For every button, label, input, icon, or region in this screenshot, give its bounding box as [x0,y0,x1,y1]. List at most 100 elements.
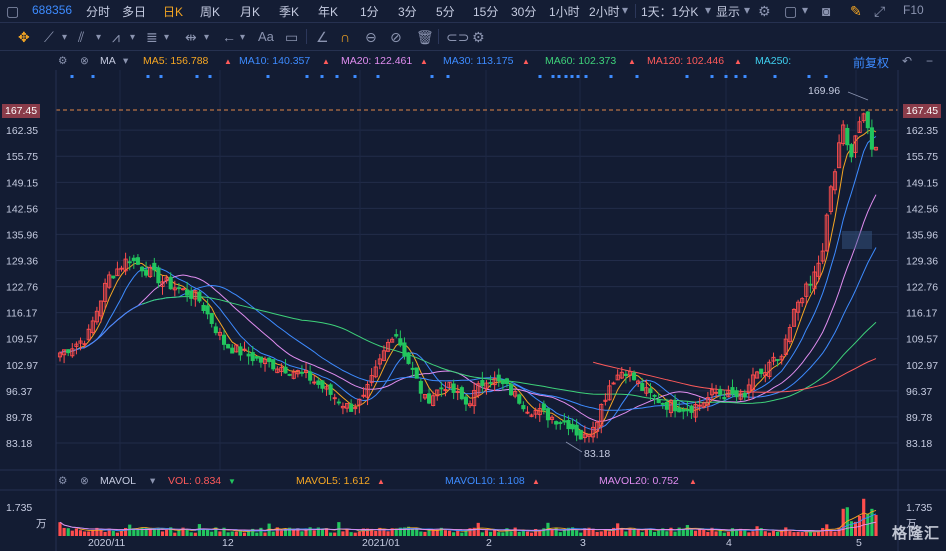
event-markers[interactable] [70,75,828,78]
period-tab-15min[interactable]: 15分 [473,5,499,19]
event-dot[interactable] [584,75,588,78]
event-dot[interactable] [376,75,380,78]
layout-chevron-icon[interactable]: ▾ [802,3,809,17]
comment-tool-icon[interactable]: ▭ [285,29,299,45]
ma-settings-gear-icon[interactable]: ⚙ [58,55,68,67]
display-menu[interactable]: 显示 [716,5,741,19]
event-dot[interactable] [159,75,163,78]
candle-body [365,384,370,398]
ma-close-icon[interactable]: ⊗ [80,55,89,67]
measure-tool-chevron-icon[interactable]: ▾ [204,32,210,43]
period-tab-1hour[interactable]: 1小时 [549,5,580,19]
event-dot[interactable] [824,75,828,78]
ma5-line [59,129,877,435]
event-dot[interactable] [146,75,150,78]
volume-bar [669,527,673,536]
event-dot[interactable] [576,75,580,78]
period-tab-daily[interactable]: 日K [163,5,184,19]
period-tab-weekly[interactable]: 周K [200,5,221,19]
layout-square-icon[interactable]: ▢ [784,3,798,19]
arrow-tool-chevron-icon[interactable]: ▾ [240,32,246,43]
tool-settings-gear-icon[interactable]: ⚙ [472,29,485,45]
range-chevron-icon[interactable]: ▾ [705,3,712,17]
candle-body [156,267,161,284]
sidebar-toggle-icon[interactable]: ▢ [6,3,20,19]
channel-tool-chevron-icon[interactable]: ▾ [96,32,102,43]
kline-chart[interactable]: 162.35 155.75 149.15 142.56 135.96 129.36 122.… [0,70,946,551]
line-tool-chevron-icon[interactable]: ▾ [62,32,68,43]
eraser-line-icon[interactable]: ∠ [316,29,329,45]
text-tool-icon[interactable]: Aa [258,29,274,44]
candle-body [127,261,132,264]
mavol-close-icon[interactable]: ⊗ [80,475,89,487]
undo-icon[interactable]: ↶ [902,54,913,68]
period-tab-fenshi[interactable]: 分时 [86,5,111,19]
low-price-marker: 83.18 [584,448,610,460]
display-chevron-icon[interactable]: ▾ [744,3,751,17]
volume-bar [837,527,841,536]
event-dot[interactable] [430,75,434,78]
ma-chevron-icon[interactable]: ▾ [123,55,129,67]
mavol-chevron-icon[interactable]: ▾ [150,475,156,487]
event-dot[interactable] [557,75,561,78]
event-dot[interactable] [353,75,357,78]
volume-bar [447,530,452,536]
event-dot[interactable] [564,75,568,78]
event-dot[interactable] [305,75,309,78]
period-tab-3min[interactable]: 3分 [398,5,417,19]
event-dot[interactable] [570,75,574,78]
measure-tool-icon[interactable]: ⇹ [185,29,197,45]
period-more-chevron-icon[interactable]: ▾ [622,3,629,17]
period-tab-30min[interactable]: 30分 [511,5,537,19]
event-dot[interactable] [773,75,777,78]
mavol-settings-gear-icon[interactable]: ⚙ [58,475,68,487]
event-dot[interactable] [266,75,270,78]
adjust-mode-button[interactable]: 前复权 [853,56,890,70]
event-dot[interactable] [538,75,542,78]
price-tick-left: 162.35 [6,125,38,137]
minus-icon[interactable]: − [926,54,934,68]
period-tab-2hour[interactable]: 2小时 [589,5,620,19]
event-dot[interactable] [70,75,74,78]
event-dot[interactable] [551,75,555,78]
event-dot[interactable] [635,75,639,78]
event-dot[interactable] [807,75,811,78]
magnet-icon[interactable]: ∩ [340,29,351,45]
period-tab-duori[interactable]: 多日 [122,5,147,19]
lock-drawing-icon[interactable]: ⊖ [365,29,377,45]
event-dot[interactable] [320,75,324,78]
crosshair-cursor-icon[interactable]: ✥ [18,29,30,45]
period-tab-yearly[interactable]: 年K [318,5,339,19]
period-tab-5min[interactable]: 5分 [436,5,455,19]
arrow-tool-icon[interactable]: ← [222,29,236,45]
event-dot[interactable] [734,75,738,78]
event-dot[interactable] [195,75,199,78]
wave-tool-chevron-icon[interactable]: ▾ [130,32,136,43]
event-dot[interactable] [446,75,450,78]
period-tab-1min[interactable]: 1分 [360,5,379,19]
line-tool-icon[interactable]: ⟋ [44,29,54,45]
f10-button[interactable]: F10 [903,3,924,17]
trash-icon[interactable]: 🗑 [416,29,434,45]
camera-icon[interactable]: ◙ [822,3,831,19]
fib-tool-chevron-icon[interactable]: ▾ [164,32,170,43]
fullscreen-icon[interactable]: ⤢ [874,3,886,19]
period-tab-monthly[interactable]: 月K [240,5,261,19]
event-dot[interactable] [335,75,339,78]
settings-gear-icon[interactable]: ⚙ [758,3,771,19]
channel-tool-icon[interactable]: ⫽ [78,29,85,45]
hide-drawing-icon[interactable]: ⊘ [390,29,402,45]
event-dot[interactable] [609,75,613,78]
event-dot[interactable] [685,75,689,78]
event-dot[interactable] [710,75,714,78]
event-dot[interactable] [743,75,747,78]
event-dot[interactable] [724,75,728,78]
event-dot[interactable] [208,75,212,78]
range-select[interactable]: 1天：1分K [641,5,699,19]
wave-tool-icon[interactable]: ⩘ [112,29,120,45]
link-icon[interactable]: ⊂⊃ [446,29,470,45]
pen-draw-icon[interactable]: ✎ [850,3,862,19]
period-tab-quarterly[interactable]: 季K [279,5,300,19]
event-dot[interactable] [91,75,95,78]
fib-tool-icon[interactable]: ≣ [146,29,158,45]
